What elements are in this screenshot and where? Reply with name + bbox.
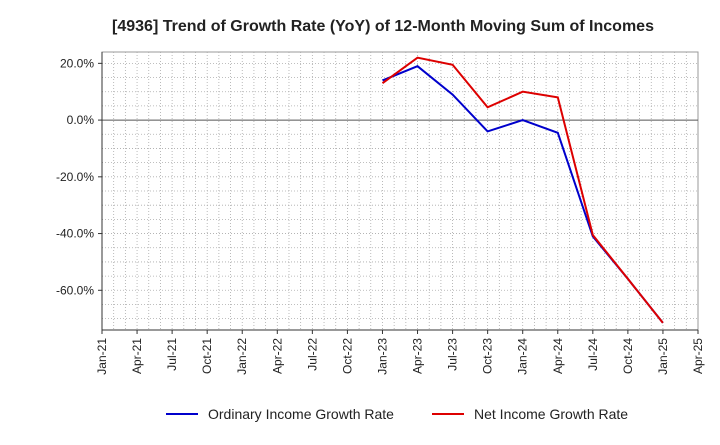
legend-label: Ordinary Income Growth Rate — [208, 406, 394, 422]
series-layer — [381, 56, 664, 324]
x-tick-label: Jul-22 — [305, 338, 319, 371]
x-tick-label: Jul-21 — [165, 338, 179, 371]
x-tick-label: Jan-23 — [375, 338, 389, 375]
x-tick-label: Oct-21 — [200, 338, 214, 374]
axis-layer: 20.0% 0.0% -20.0% -40.0% -60.0% Jan-21 Apr-21 J… — [56, 52, 705, 375]
series-line-0 — [382, 65, 664, 324]
x-tick-label: Apr-25 — [691, 338, 705, 374]
y-tick-label: 20.0% — [60, 56, 94, 70]
x-tick-label: Oct-22 — [340, 338, 354, 374]
chart-title: [4936] Trend of Growth Rate (YoY) of 12-… — [112, 18, 654, 35]
x-tick-label: Oct-24 — [621, 338, 635, 374]
x-tick-label: Apr-23 — [411, 338, 425, 374]
x-tick-label: Oct-23 — [481, 338, 495, 374]
x-tick-label: Jan-22 — [235, 338, 249, 375]
y-tick-label: -20.0% — [56, 170, 94, 184]
y-tick-label: -60.0% — [56, 283, 94, 297]
x-tick-label: Jul-23 — [446, 338, 460, 371]
y-tick-label: 0.0% — [67, 113, 95, 127]
legend: Ordinary Income Growth Rate Net Income Gr… — [166, 406, 628, 422]
x-tick-label: Jul-24 — [586, 338, 600, 371]
x-tick-label: Apr-22 — [270, 338, 284, 374]
x-tick-label: Jan-25 — [656, 338, 670, 375]
series-line-1 — [381, 56, 664, 324]
y-tick-label: -40.0% — [56, 227, 94, 241]
legend-label: Net Income Growth Rate — [474, 406, 628, 422]
x-tick-label: Jan-24 — [516, 338, 530, 375]
grid-layer — [101, 51, 699, 331]
x-tick-label: Jan-21 — [95, 338, 109, 375]
x-tick-label: Apr-21 — [130, 338, 144, 374]
x-tick-label: Apr-24 — [551, 338, 565, 374]
